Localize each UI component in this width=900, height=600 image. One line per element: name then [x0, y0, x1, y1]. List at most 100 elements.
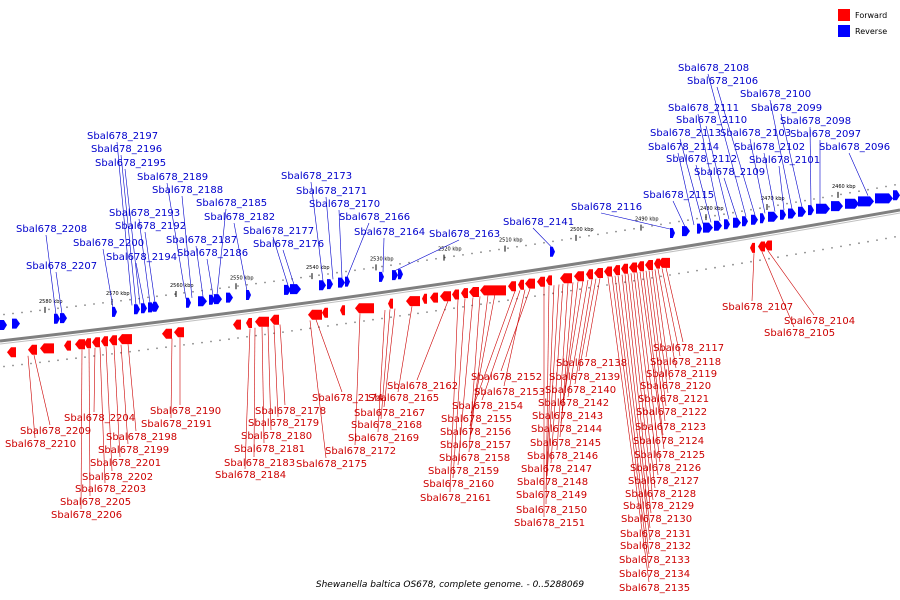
gene-label-sbal678_2131: Sbal678_2131 — [620, 529, 691, 540]
leader-line — [651, 269, 669, 394]
guide-dot — [687, 271, 689, 273]
reverse-gene-arrow — [327, 279, 333, 290]
guide-dot — [336, 323, 338, 326]
guide-dot — [570, 289, 572, 292]
guide-dot — [21, 363, 23, 366]
gene-label-sbal678_2165: Sbal678_2165 — [368, 393, 439, 404]
reverse-gene-arrow — [379, 271, 384, 282]
gene-label-sbal678_2156: Sbal678_2156 — [440, 427, 511, 438]
forward-gene-arrow — [758, 241, 765, 252]
guide-dot — [129, 350, 131, 353]
forward-gene-arrow — [613, 265, 620, 276]
gene-label-sbal678_2180: Sbal678_2180 — [241, 431, 312, 442]
leader-line — [261, 326, 265, 444]
forward-gene-arrow — [658, 257, 670, 268]
forward-gene-arrow — [586, 269, 593, 280]
leader-line — [452, 298, 466, 479]
leader-line — [80, 349, 83, 510]
guide-dot — [777, 204, 779, 207]
guide-dot — [3, 365, 5, 368]
forward-gene-arrow — [621, 263, 628, 274]
leader-line — [377, 310, 386, 433]
forward-gene-arrow — [118, 334, 132, 345]
reverse-gene-arrow — [831, 201, 843, 212]
guide-dot — [444, 256, 446, 259]
guide-dot — [345, 322, 347, 325]
guide-dot — [399, 315, 401, 317]
guide-dot — [696, 217, 698, 220]
leader-line — [648, 270, 667, 407]
guide-dot — [156, 347, 158, 350]
leader-line — [470, 291, 516, 414]
guide-dot — [426, 259, 428, 261]
guide-dot — [894, 236, 896, 238]
leader-line — [273, 325, 279, 418]
guide-dot — [543, 241, 545, 244]
guide-dot — [894, 184, 896, 186]
leader-line — [315, 319, 343, 393]
gene-label-sbal678_2182: Sbal678_2182 — [204, 212, 275, 223]
guide-dot — [300, 328, 302, 331]
gene-label-sbal678_2155: Sbal678_2155 — [441, 414, 512, 425]
guide-dot — [849, 191, 851, 194]
forward-gene-arrow — [101, 336, 108, 347]
leader-line — [560, 281, 579, 424]
guide-dot — [867, 240, 869, 243]
gene-label-sbal678_2197: Sbal678_2197 — [87, 131, 158, 142]
gene-label-sbal678_2177: Sbal678_2177 — [243, 226, 314, 237]
reverse-gene-arrow — [808, 205, 814, 216]
gene-label-sbal678_2105: Sbal678_2105 — [764, 328, 835, 339]
guide-dot — [633, 279, 635, 282]
guide-dot — [858, 242, 860, 245]
gene-label-sbal678_2097: Sbal678_2097 — [790, 129, 861, 140]
scale-tick-label: 2500 kbp — [570, 227, 594, 233]
gene-label-sbal678_2100: Sbal678_2100 — [740, 89, 811, 100]
gene-label-sbal678_2192: Sbal678_2192 — [115, 221, 186, 232]
leader-line — [749, 138, 766, 214]
gene-label-sbal678_2120: Sbal678_2120 — [640, 381, 711, 392]
legend-reverse-label: Reverse — [855, 27, 887, 36]
reverse-gene-arrow — [751, 214, 758, 225]
gene-label-sbal678_2154: Sbal678_2154 — [452, 401, 523, 412]
leader-line — [780, 113, 803, 208]
leader-line — [138, 218, 151, 304]
gene-label-sbal678_2121: Sbal678_2121 — [638, 394, 709, 405]
leader-line — [636, 272, 661, 463]
gene-label-sbal678_2159: Sbal678_2159 — [428, 466, 499, 477]
reverse-gene-arrow — [670, 228, 675, 238]
gene-label-sbal678_2101: Sbal678_2101 — [749, 155, 820, 166]
guide-dot — [165, 346, 167, 349]
forward-gene-arrow — [308, 309, 322, 320]
gene-label-sbal678_2096: Sbal678_2096 — [819, 142, 890, 153]
guide-dot — [642, 226, 644, 229]
gene-label-sbal678_2123: Sbal678_2123 — [635, 422, 706, 433]
guide-dot — [876, 187, 878, 190]
leader-line — [338, 209, 343, 279]
gene-label-sbal678_2114: Sbal678_2114 — [648, 142, 719, 153]
forward-gene-arrow — [406, 296, 420, 307]
leader-line — [282, 249, 295, 285]
gene-label-sbal678_2170: Sbal678_2170 — [309, 199, 380, 210]
gene-label-sbal678_2167: Sbal678_2167 — [354, 408, 425, 419]
genome-backbone-shadow — [0, 212, 900, 345]
guide-dot — [525, 244, 527, 247]
forward-gene-arrow — [637, 261, 644, 272]
leader-line — [500, 288, 531, 372]
guide-dot — [498, 248, 500, 251]
leader-line — [545, 285, 550, 505]
guide-dot — [84, 304, 86, 306]
reverse-gene-arrow — [141, 303, 147, 314]
leader-line — [120, 344, 129, 445]
leader-line — [468, 296, 481, 453]
forward-gene-arrow — [355, 303, 374, 314]
gene-label-sbal678_2183: Sbal678_2183 — [224, 458, 295, 469]
leader-line — [624, 274, 652, 514]
leader-line — [113, 345, 121, 458]
gene-label-sbal678_2191: Sbal678_2191 — [141, 419, 212, 430]
guide-dot — [291, 330, 293, 332]
leader-line — [116, 141, 133, 306]
leader-line — [645, 270, 666, 422]
leader-line — [561, 280, 584, 411]
guide-dot — [264, 281, 266, 284]
